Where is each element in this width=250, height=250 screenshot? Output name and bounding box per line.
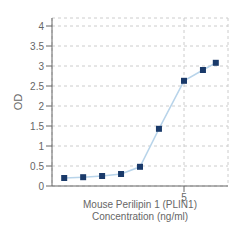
svg-text:1.5: 1.5 <box>30 121 44 132</box>
svg-text:3.5: 3.5 <box>30 41 44 52</box>
svg-text:OD: OD <box>12 94 24 111</box>
svg-text:4: 4 <box>38 21 44 32</box>
svg-text:2: 2 <box>38 101 44 112</box>
svg-text:0: 0 <box>38 181 44 192</box>
svg-text:3: 3 <box>38 61 44 72</box>
svg-text:5: 5 <box>181 192 187 203</box>
svg-text:0.5: 0.5 <box>30 161 44 172</box>
svg-text:2.5: 2.5 <box>30 81 44 92</box>
svg-text:Mouse Perilipin 1 (PLIN1)Conce: Mouse Perilipin 1 (PLIN1)Concentration (… <box>83 199 197 222</box>
svg-text:1: 1 <box>38 141 44 152</box>
